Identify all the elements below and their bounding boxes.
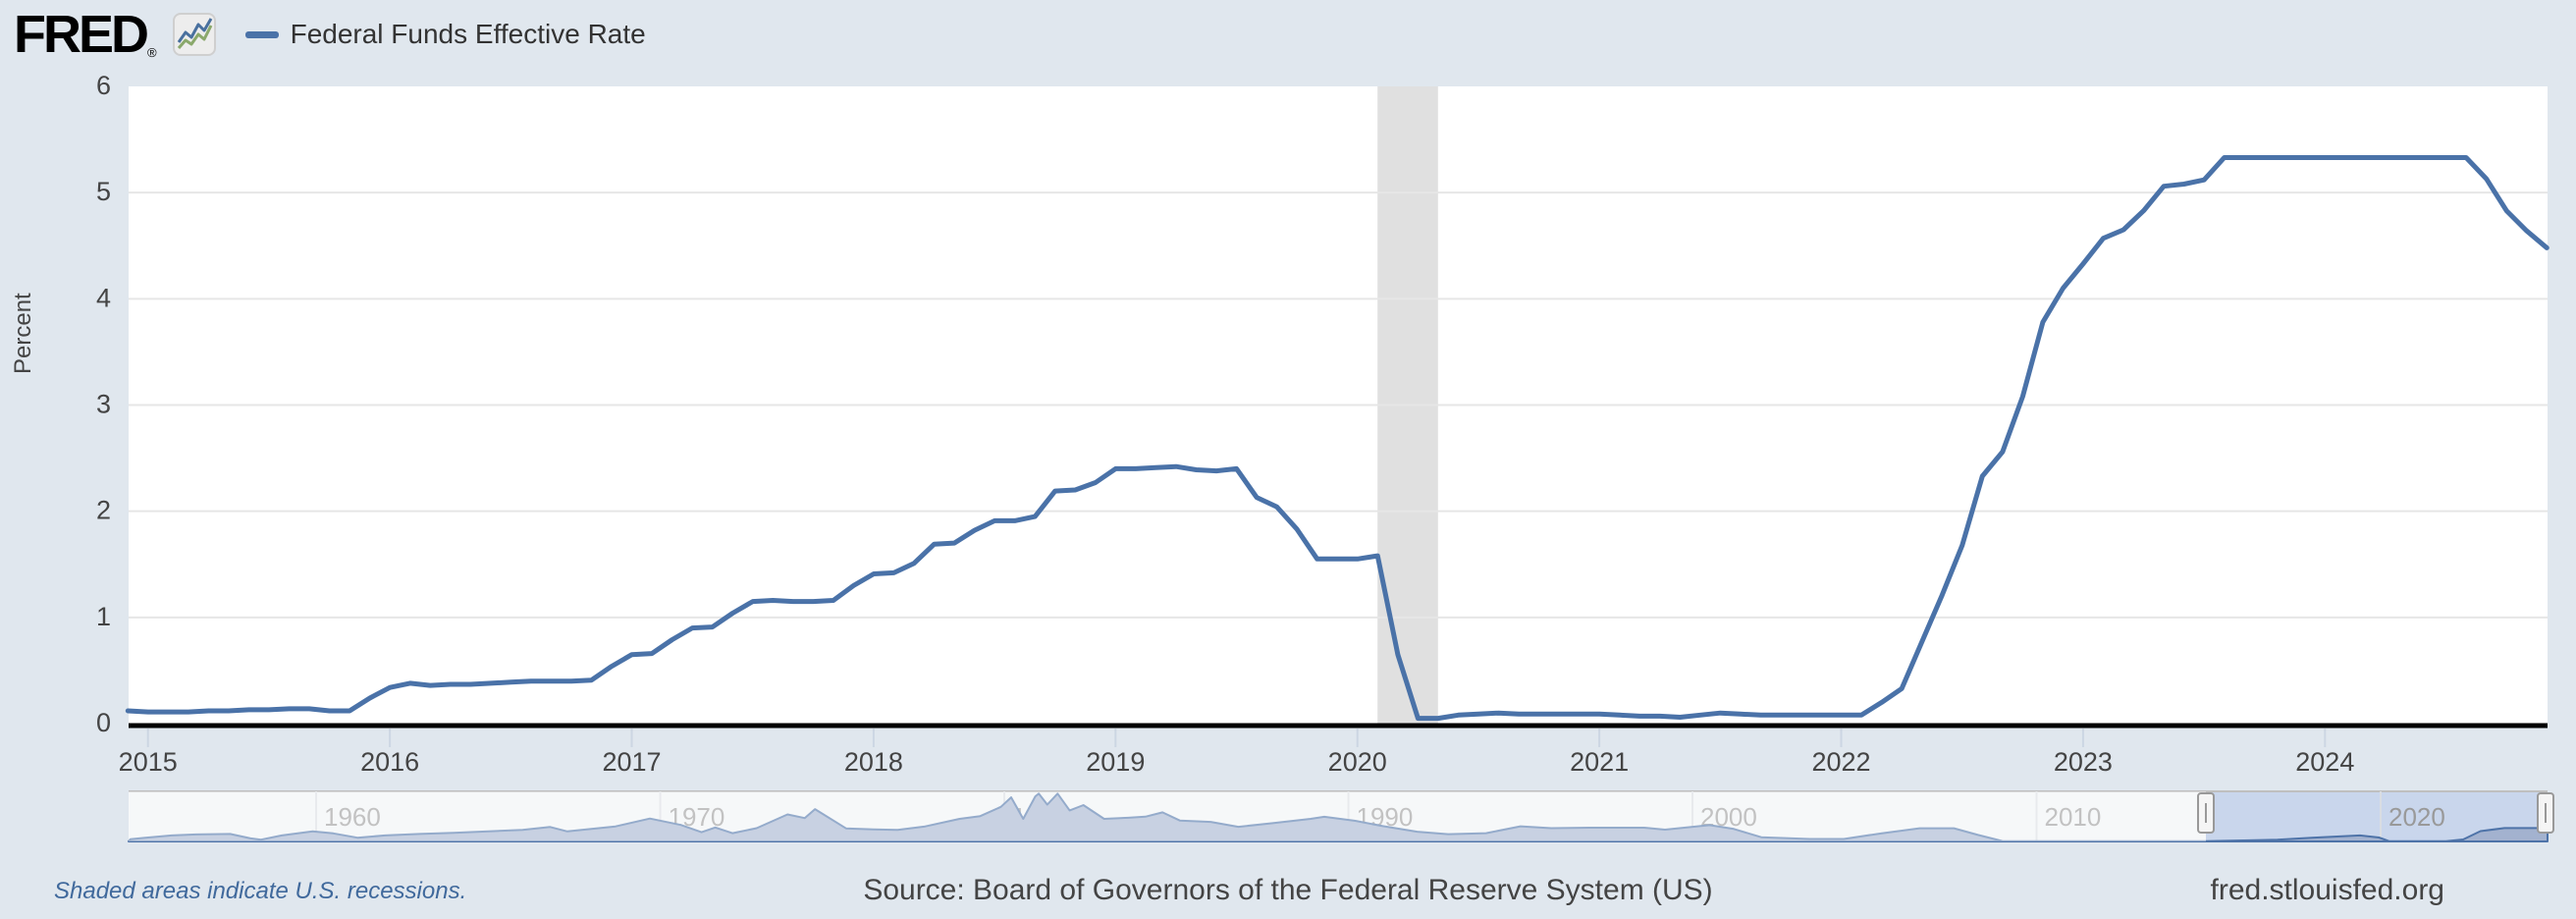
navigator-area	[128, 792, 2549, 842]
y-tick-label: 0	[96, 708, 111, 737]
fred-logo-text: FRED	[14, 5, 149, 64]
x-tick-label: 2020	[1328, 747, 1387, 777]
y-axis-title: Percent	[10, 293, 36, 375]
navigator-decade-label: 2010	[2045, 802, 2102, 832]
y-tick-label: 4	[96, 283, 111, 312]
legend: Federal Funds Effective Rate	[244, 19, 646, 50]
footer: Shaded areas indicate U.S. recessions. S…	[0, 870, 2576, 915]
legend-swatch	[244, 30, 279, 38]
registered-mark: ®	[147, 45, 157, 60]
source-text: Source: Board of Governors of the Federa…	[863, 874, 1713, 906]
y-tick-label: 1	[96, 602, 111, 631]
series-line	[125, 155, 2549, 722]
x-tick-label: 2019	[1086, 747, 1145, 777]
navigator-unselected-mask	[129, 791, 2206, 841]
fred-logo: FRED ®	[14, 8, 157, 61]
header: FRED ® Federal Funds Effective Rate	[14, 8, 646, 61]
x-tick-label: 2015	[119, 747, 178, 777]
navigator-decade-label: 1960	[324, 802, 381, 832]
y-tick-label: 3	[96, 390, 111, 419]
x-tick-label: 2022	[1811, 747, 1870, 777]
navigator-decade-label: 2020	[2388, 802, 2445, 832]
x-tick-label: 2016	[360, 747, 419, 777]
site-link[interactable]: fred.stlouisfed.org	[2210, 874, 2444, 906]
y-tick-label: 5	[96, 177, 111, 206]
x-tick-label: 2021	[1570, 747, 1629, 777]
y-tick-label: 2	[96, 496, 111, 525]
x-tick-label: 2017	[602, 747, 661, 777]
y-tick-label: 6	[96, 71, 111, 100]
recession-note: Shaded areas indicate U.S. recessions.	[54, 878, 467, 904]
fred-logo-chart-icon	[172, 13, 216, 56]
x-tick-label: 2024	[2295, 747, 2354, 777]
x-tick-label: 2018	[844, 747, 903, 777]
x-tick-label: 2023	[2054, 747, 2113, 777]
legend-label: Federal Funds Effective Rate	[290, 19, 646, 49]
